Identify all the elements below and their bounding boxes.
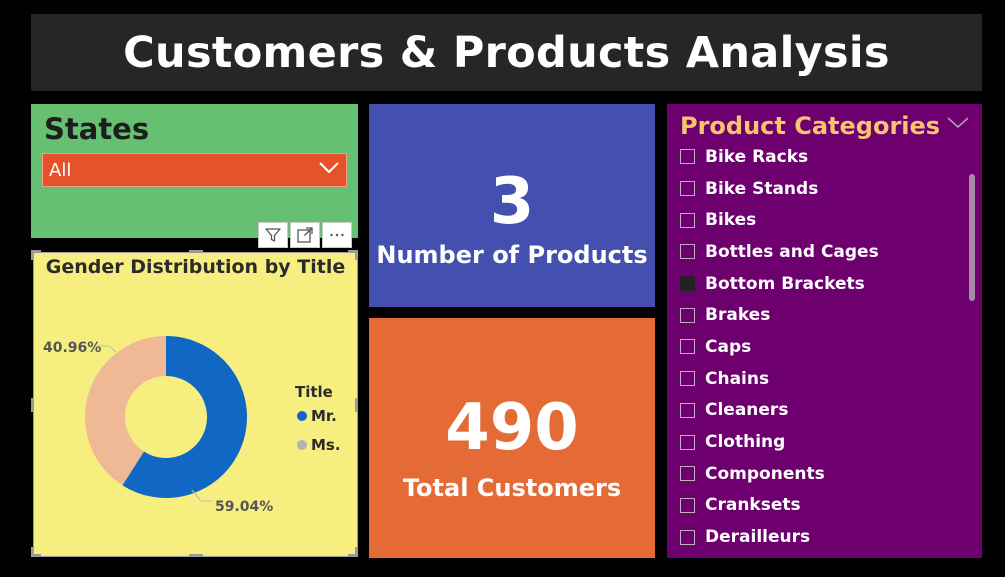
resize-handle[interactable] [31,250,41,253]
category-label: Bike Racks [705,146,809,167]
category-item[interactable]: Brakes [680,299,879,331]
customers-value: 490 [445,391,579,465]
more-options-icon [330,233,344,237]
legend-title: Title [295,383,333,401]
page-title: Customers & Products Analysis [123,27,890,78]
legend-marker-mr [297,411,307,421]
category-item[interactable]: Bottles and Cages [680,236,879,268]
donut-chart-svg: 40.96% 59.04% Title Mr. Ms. [43,336,341,515]
category-item[interactable]: Bikes [680,204,879,236]
category-checkbox[interactable] [680,339,695,355]
leader-line-ms [98,345,117,353]
category-item[interactable]: Bike Stands [680,173,879,205]
resize-handle[interactable] [189,250,203,253]
category-item[interactable]: Bottom Brackets [680,268,879,300]
header-bar: Customers & Products Analysis [31,14,982,91]
category-label: Cranksets [705,495,801,516]
category-checkbox[interactable] [680,497,695,513]
donut-slice-ms[interactable] [84,336,166,486]
category-label: Bottles and Cages [705,241,879,262]
category-label: Derailleurs [705,527,811,548]
category-checkbox[interactable] [680,212,695,228]
resize-handle[interactable] [31,554,41,557]
category-item[interactable]: Cleaners [680,395,879,427]
chevron-down-icon[interactable] [946,116,970,130]
donut-slice-mr[interactable] [122,336,247,498]
products-label: Number of Products [376,241,648,269]
category-checkbox[interactable] [680,181,695,197]
states-slicer-title: States [44,112,150,146]
category-item[interactable]: Derailleurs [680,521,879,553]
resize-handle[interactable] [348,554,358,557]
filter-icon [265,228,281,242]
category-label: Bike Stands [705,178,819,199]
chart-title: Gender Distribution by Title [45,256,346,278]
scrollbar-thumb[interactable] [969,174,975,301]
data-label-mr: 59.04% [215,499,273,515]
category-checkbox[interactable] [680,402,695,418]
data-label-ms: 40.96% [43,340,101,356]
product-categories-title: Product Categories [680,112,941,140]
category-item[interactable]: Bike Racks [680,141,879,173]
category-label: Bikes [705,210,757,231]
category-label: Brakes [705,305,771,326]
focus-mode-button[interactable] [290,222,320,248]
resize-handle[interactable] [189,554,203,557]
category-label: Components [705,463,825,484]
category-checkbox[interactable] [680,244,695,260]
total-customers-card[interactable]: 490 Total Customers [369,318,655,558]
gender-distribution-chart[interactable]: Gender Distribution by Title 40.96% 59.0… [33,252,358,557]
category-item[interactable]: Components [680,458,879,490]
category-item[interactable]: Clothing [680,426,879,458]
resize-handle[interactable] [355,547,358,557]
states-dropdown[interactable]: All [42,153,347,187]
visual-header-toolbar [258,222,352,248]
resize-handle[interactable] [31,250,34,260]
resize-handle[interactable] [31,398,34,412]
states-selected-value: All [49,160,72,181]
category-checkbox[interactable] [680,307,695,323]
category-checkbox[interactable] [680,276,695,292]
resize-handle[interactable] [348,250,358,253]
focus-mode-icon [297,227,313,243]
more-options-button[interactable] [322,222,352,248]
category-label: Chains [705,368,770,389]
category-label: Caps [705,336,752,357]
filter-button[interactable] [258,222,288,248]
chevron-down-icon [319,162,339,174]
category-checkbox[interactable] [680,529,695,545]
product-categories-slicer: Product Categories Bike Racks Bike Stands… [667,104,982,558]
resize-handle[interactable] [31,547,34,557]
category-item[interactable]: Caps [680,331,879,363]
legend-label-ms[interactable]: Ms. [311,436,341,454]
category-list: Bike Racks Bike Stands Bikes Bottles and Ca… [680,141,879,553]
states-slicer: States All [31,104,358,238]
products-value: 3 [489,165,535,239]
leader-line-mr [191,489,212,502]
category-checkbox[interactable] [680,434,695,450]
category-label: Bottom Brackets [705,273,865,294]
legend-label-mr[interactable]: Mr. [311,407,337,425]
resize-handle[interactable] [355,250,358,260]
number-of-products-card[interactable]: 3 Number of Products [369,104,655,307]
category-item[interactable]: Chains [680,363,879,395]
category-checkbox[interactable] [680,466,695,482]
category-item[interactable]: Cranksets [680,490,879,522]
legend-marker-ms [297,440,307,450]
category-label: Clothing [705,432,786,453]
category-label: Cleaners [705,400,789,421]
category-checkbox[interactable] [680,149,695,165]
category-checkbox[interactable] [680,371,695,387]
resize-handle[interactable] [355,398,358,412]
customers-label: Total Customers [402,474,622,502]
